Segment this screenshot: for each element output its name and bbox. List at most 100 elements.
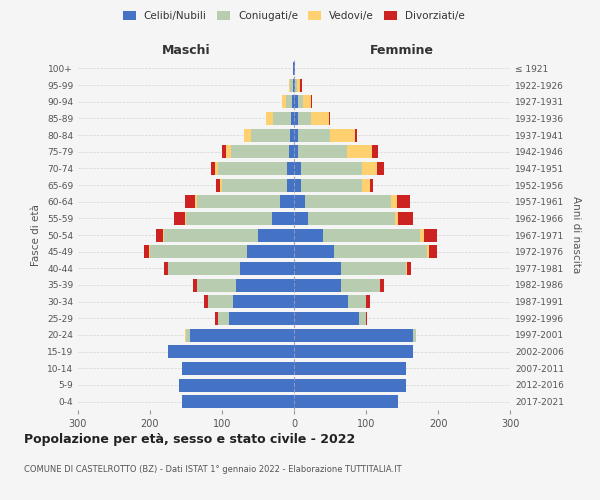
Bar (305, 195, 391, 208)
Bar (182, 395, 294, 408)
Bar (186, 328, 190, 342)
Bar (196, 195, 197, 208)
Bar (218, 162, 287, 175)
Bar (190, 328, 294, 342)
Bar (420, 228, 424, 241)
Bar (427, 245, 428, 258)
Bar (362, 178, 370, 192)
Bar (294, 378, 406, 392)
Bar (294, 345, 413, 358)
Bar (298, 128, 330, 141)
Bar (295, 78, 297, 92)
Bar (359, 312, 366, 325)
Bar (301, 162, 362, 175)
Bar (193, 278, 197, 291)
Bar (185, 195, 196, 208)
Bar (294, 212, 308, 225)
Text: Maschi: Maschi (161, 44, 211, 57)
Bar (294, 295, 348, 308)
Bar (164, 228, 258, 241)
Bar (218, 312, 229, 325)
Text: Popolazione per età, sesso e stato civile - 2022: Popolazione per età, sesso e stato civil… (24, 432, 355, 446)
Bar (330, 128, 355, 141)
Bar (395, 212, 398, 225)
Bar (424, 228, 437, 241)
Bar (240, 262, 294, 275)
Bar (222, 178, 287, 192)
Bar (222, 145, 226, 158)
Bar (215, 162, 218, 175)
Bar (290, 78, 293, 92)
Bar (311, 112, 329, 125)
Bar (220, 178, 222, 192)
Bar (301, 178, 362, 192)
Bar (247, 245, 294, 258)
Y-axis label: Fasce di età: Fasce di età (31, 204, 41, 266)
Bar (341, 262, 406, 275)
Text: Femmine: Femmine (370, 44, 434, 57)
Bar (150, 245, 247, 258)
Bar (308, 212, 395, 225)
Bar (294, 328, 413, 342)
Bar (398, 212, 413, 225)
Bar (251, 128, 290, 141)
Bar (179, 378, 294, 392)
Bar (294, 245, 334, 258)
Bar (294, 162, 301, 175)
Bar (397, 195, 410, 208)
Bar (163, 228, 164, 241)
Bar (294, 228, 323, 241)
Bar (286, 95, 292, 108)
Bar (366, 312, 367, 325)
Bar (294, 278, 341, 291)
Bar (143, 245, 149, 258)
Bar (362, 162, 377, 175)
Bar (182, 362, 294, 375)
Bar (294, 62, 295, 75)
Bar (294, 128, 298, 141)
Bar (294, 195, 305, 208)
Bar (232, 145, 289, 158)
Bar (294, 95, 298, 108)
Bar (293, 62, 294, 75)
Bar (372, 145, 377, 158)
Bar (334, 245, 427, 258)
Bar (294, 112, 298, 125)
Bar (377, 162, 384, 175)
Bar (280, 195, 294, 208)
Bar (266, 112, 273, 125)
Bar (380, 278, 384, 291)
Bar (168, 262, 240, 275)
Bar (298, 95, 304, 108)
Bar (164, 262, 168, 275)
Bar (185, 212, 186, 225)
Bar (258, 228, 294, 241)
Bar (341, 278, 380, 291)
Bar (298, 145, 347, 158)
Bar (293, 78, 294, 92)
Bar (428, 245, 437, 258)
Bar (215, 312, 218, 325)
Y-axis label: Anni di nascita: Anni di nascita (571, 196, 581, 274)
Bar (407, 262, 410, 275)
Legend: Celibi/Nubili, Coniugati/e, Vedovi/e, Divorziati/e: Celibi/Nubili, Coniugati/e, Vedovi/e, Di… (120, 8, 468, 24)
Bar (304, 95, 311, 108)
Bar (149, 245, 150, 258)
Bar (168, 345, 294, 358)
Bar (208, 295, 233, 308)
Bar (355, 128, 356, 141)
Bar (406, 262, 407, 275)
Bar (291, 112, 294, 125)
Bar (294, 178, 301, 192)
Bar (156, 228, 163, 241)
Bar (185, 328, 186, 342)
Bar (283, 95, 286, 108)
Bar (323, 228, 420, 241)
Bar (287, 178, 294, 192)
Bar (294, 78, 295, 92)
Bar (273, 112, 291, 125)
Bar (233, 295, 294, 308)
Bar (294, 312, 359, 325)
Bar (301, 78, 302, 92)
Bar (348, 295, 366, 308)
